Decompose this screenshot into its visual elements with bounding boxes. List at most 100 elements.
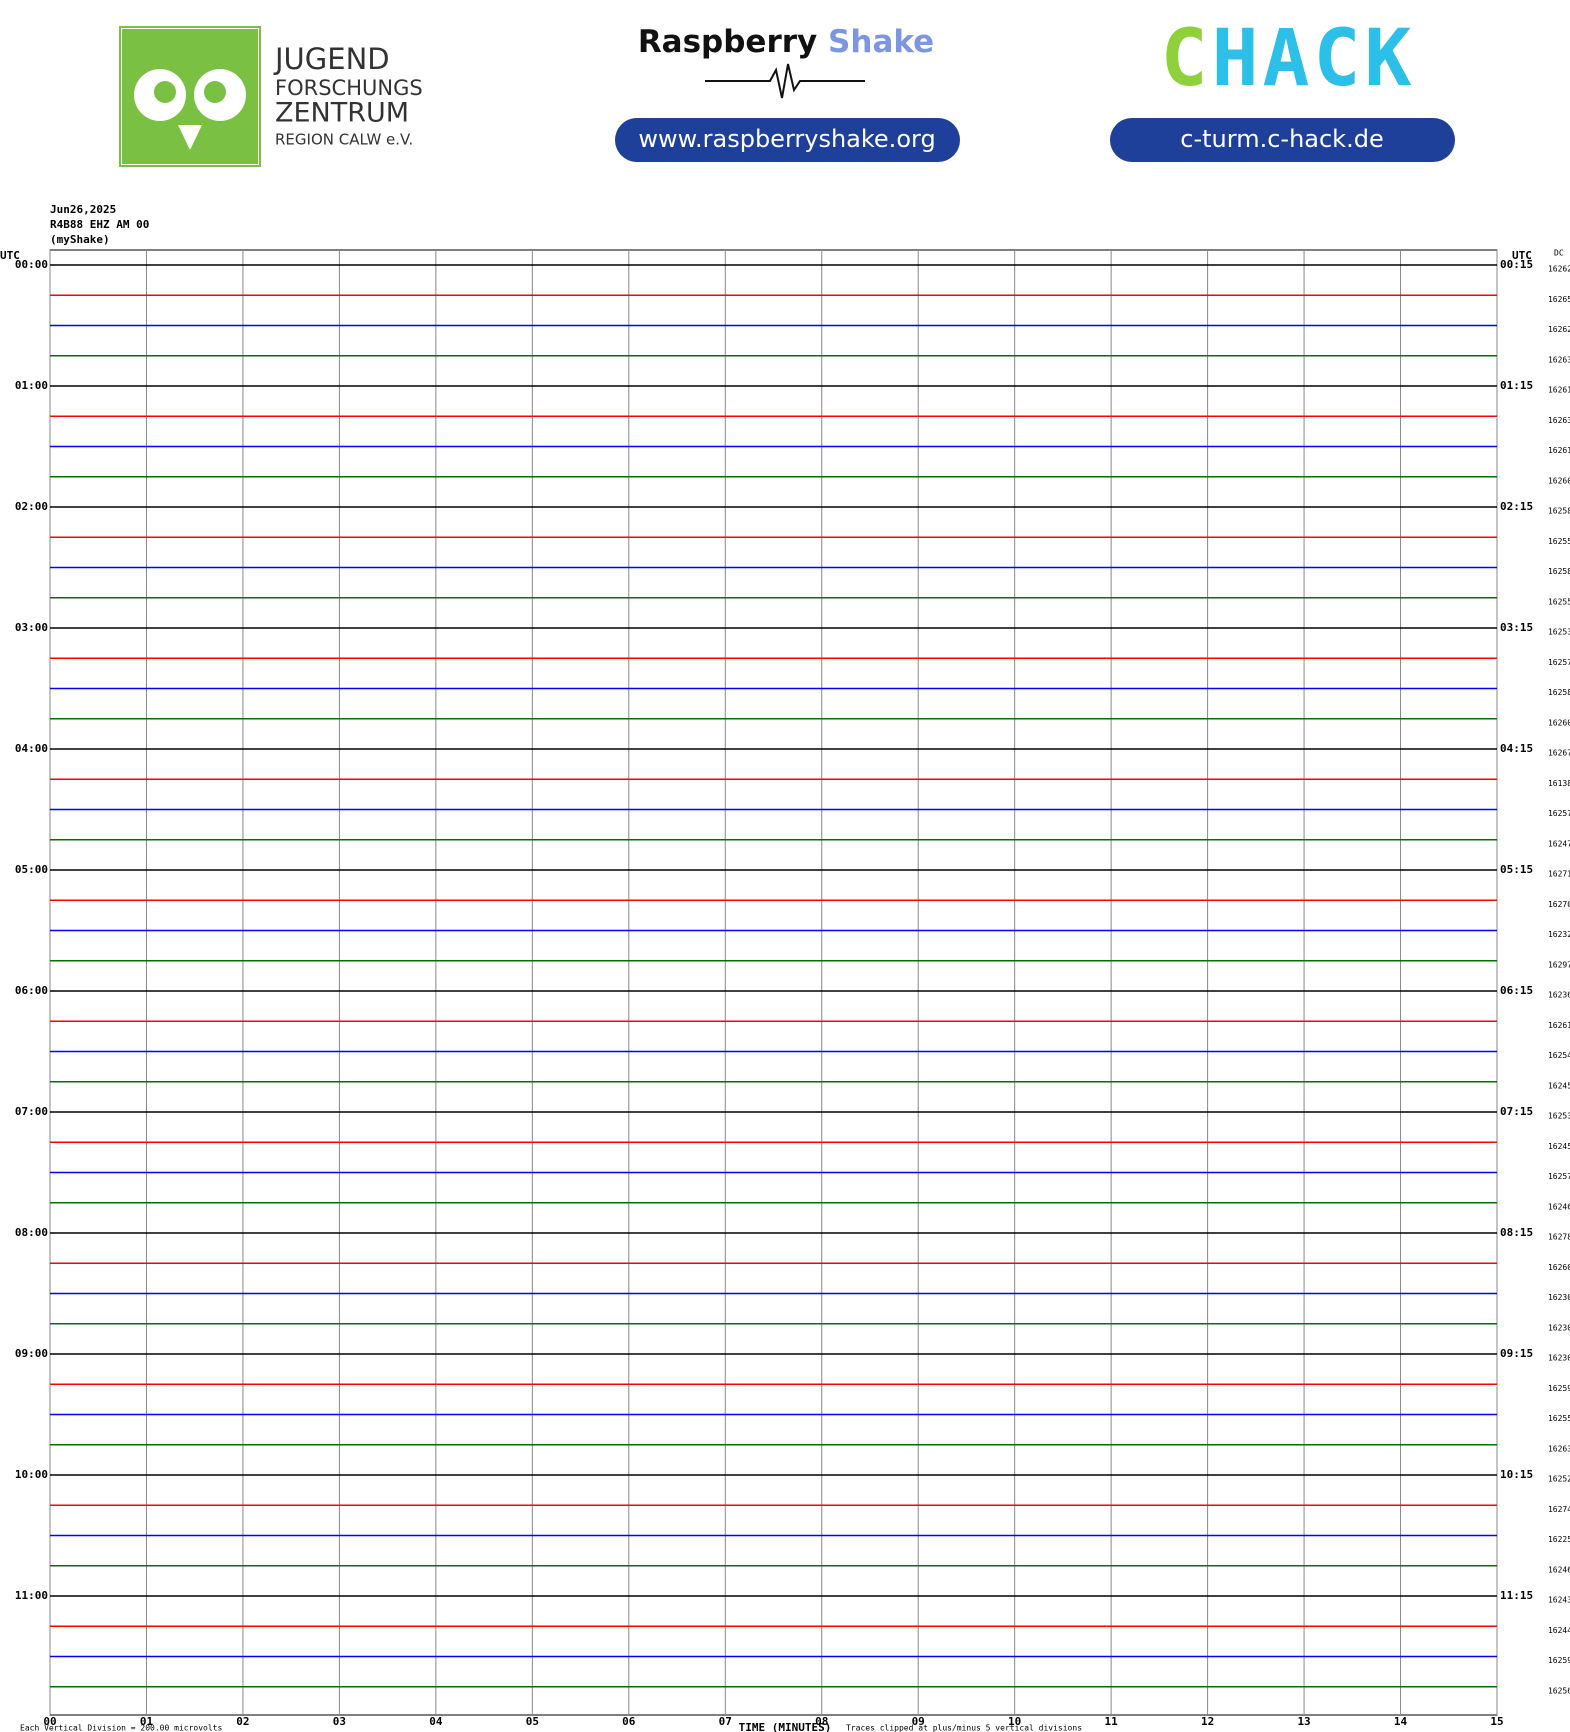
dc-value: 16261 — [1548, 1021, 1570, 1030]
dc-value: 16255 — [1548, 597, 1570, 606]
x-tick-label: 14 — [1394, 1715, 1408, 1728]
url: c-turm.c-hack.de — [1180, 125, 1383, 153]
utc-right: UTC — [1512, 249, 1532, 262]
dc-value: 16243 — [1548, 1596, 1570, 1605]
dc-value: 16230 — [1548, 1354, 1570, 1363]
row-label: 03:00 — [15, 621, 48, 634]
x-tick-label: 11 — [1105, 1715, 1119, 1728]
x-tick-label: 09 — [912, 1715, 925, 1728]
row-label-right: 11:15 — [1500, 1589, 1533, 1602]
dc-value: 16258 — [1548, 688, 1570, 697]
row-label: 04:00 — [15, 742, 48, 755]
url-pill — [1110, 118, 1455, 162]
dc-value: 16260 — [1548, 718, 1570, 727]
dc-value: 16262 — [1548, 325, 1570, 334]
org-line: REGION CALW e.V. — [275, 131, 413, 149]
info: R4B88 EHZ AM 00 — [50, 218, 149, 231]
dc-value: 16230 — [1548, 1323, 1570, 1332]
row-label: 08:00 — [15, 1226, 48, 1239]
dc-value: 16270 — [1548, 900, 1570, 909]
org-line: ZENTRUM — [275, 98, 409, 129]
dc-value: 16261 — [1548, 446, 1570, 455]
dc-value: 16255 — [1548, 537, 1570, 546]
dc-value: 16261 — [1548, 386, 1570, 395]
row-label: 02:00 — [15, 500, 48, 513]
dc-value: 16297 — [1548, 960, 1570, 969]
row-label: 09:00 — [15, 1347, 48, 1360]
chack-c: C — [1161, 14, 1212, 104]
row-label-right: 05:15 — [1500, 863, 1533, 876]
row-label-right: 01:15 — [1500, 379, 1533, 392]
row-label: 07:00 — [15, 1105, 48, 1118]
brand-a: Raspberry — [638, 24, 817, 60]
row-label-right: 03:15 — [1500, 621, 1533, 634]
dc-value: 16253 — [1548, 1112, 1570, 1121]
row-label-right: 09:15 — [1500, 1347, 1533, 1360]
row-label-right: 00:15 — [1500, 258, 1533, 271]
dc-value: 16236 — [1548, 991, 1570, 1000]
x-tick-label: 10 — [1008, 1715, 1021, 1728]
org-line: JUGEND — [273, 42, 390, 76]
dc-value: 16247 — [1548, 839, 1570, 848]
x-tick-label: 04 — [429, 1715, 443, 1728]
dc-value: 16260 — [1548, 1263, 1570, 1272]
dc-value: 16265 — [1548, 295, 1570, 304]
x-tick-label: 15 — [1490, 1715, 1503, 1728]
row-label: 06:00 — [15, 984, 48, 997]
dc-value: 16245 — [1548, 1142, 1570, 1151]
jfz-logo — [119, 26, 261, 167]
clip-note: Traces clipped at plus/minus 5 vertical … — [846, 1724, 1082, 1732]
dc-value: 16258 — [1548, 507, 1570, 516]
dc-value: 16257 — [1548, 1172, 1570, 1181]
dc-value: 16244 — [1548, 1626, 1570, 1635]
row-label-right: 10:15 — [1500, 1468, 1533, 1481]
dc-value: 16246 — [1548, 1202, 1570, 1211]
dc-value: 16262 — [1548, 265, 1570, 274]
dc-value: 16246 — [1548, 1565, 1570, 1574]
dc-value: 16255 — [1548, 1414, 1570, 1423]
dc-value: 16258 — [1548, 567, 1570, 576]
dc-value: 16138 — [1548, 779, 1570, 788]
row-label-right: 06:15 — [1500, 984, 1533, 997]
org-line: FORSCHUNGS — [275, 76, 423, 100]
dc-value: 16257 — [1548, 809, 1570, 818]
dc-value: 16259 — [1548, 1384, 1570, 1393]
brand-b: Shake — [828, 24, 934, 60]
x-tick-label: 06 — [622, 1715, 636, 1728]
row-label: 00:00 — [15, 258, 48, 271]
dc-value: 16256 — [1548, 1686, 1570, 1695]
dc-value: 16245 — [1548, 1081, 1570, 1090]
x-tick-label: 13 — [1297, 1715, 1310, 1728]
x-tick-label: 00 — [43, 1715, 56, 1728]
dc-value: 16225 — [1548, 1535, 1570, 1544]
chack: CHACK — [1161, 14, 1416, 104]
info: (myShake) — [50, 233, 110, 246]
dc-value: 16271 — [1548, 870, 1570, 879]
dc-value: 16257 — [1548, 658, 1570, 667]
utc-left: UTC — [0, 249, 20, 262]
row-label: 01:00 — [15, 379, 48, 392]
brand-wave — [705, 63, 865, 99]
row-label-right: 04:15 — [1500, 742, 1533, 755]
x-tick-label: 02 — [236, 1715, 249, 1728]
dc-value: 16259 — [1548, 1656, 1570, 1665]
row-label-right: 07:15 — [1500, 1105, 1533, 1118]
dc-value: 16230 — [1548, 1293, 1570, 1302]
dc-value: 16260 — [1548, 476, 1570, 485]
row-label: 11:00 — [15, 1589, 48, 1602]
dc-label: DC — [1554, 249, 1564, 258]
dc-value: 16253 — [1548, 628, 1570, 637]
x-tick-label: 05 — [526, 1715, 539, 1728]
url-pill — [615, 118, 960, 162]
dc-value: 16263 — [1548, 416, 1570, 425]
dc-value: 16252 — [1548, 1475, 1570, 1484]
x-tick-label: 12 — [1201, 1715, 1214, 1728]
dc-value: 16263 — [1548, 1444, 1570, 1453]
chack-hack: HACK — [1212, 14, 1416, 104]
row-label-right: 02:15 — [1500, 500, 1533, 513]
brand: Raspberry Shake — [638, 24, 934, 60]
info: Jun26,2025 — [50, 203, 116, 216]
scale-note: Each Vertical Division = 200.00 microvol… — [20, 1724, 222, 1732]
